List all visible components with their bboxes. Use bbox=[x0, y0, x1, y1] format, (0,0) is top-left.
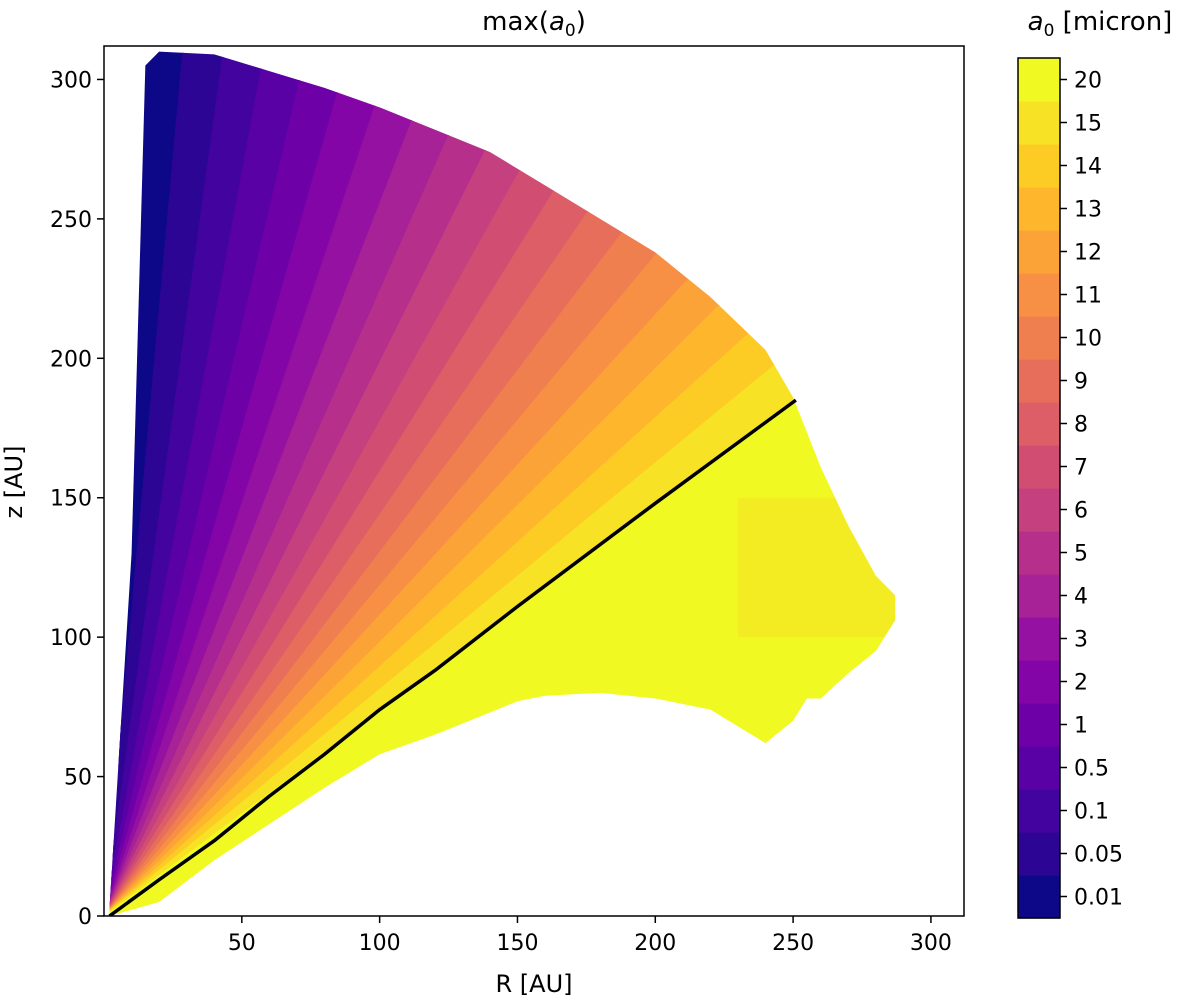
colorbar-tick-label-12: 12 bbox=[1074, 241, 1102, 266]
colorbar-tick-label-5: 5 bbox=[1074, 542, 1088, 567]
colorbar-frame bbox=[1017, 57, 1061, 919]
x-tick-label-50: 50 bbox=[228, 931, 256, 956]
y-tick-label-200: 200 bbox=[50, 347, 92, 372]
colorbar-tick-label-1: 1 bbox=[1074, 714, 1088, 739]
x-axis-label: R [AU] bbox=[495, 970, 572, 998]
x-tick-label-250: 250 bbox=[772, 931, 814, 956]
x-tick-label-150: 150 bbox=[496, 931, 538, 956]
colorbar-swatch-0.1 bbox=[1018, 789, 1060, 833]
colorbar-swatch-14 bbox=[1018, 144, 1060, 188]
colorbar-label-sub: 0 bbox=[1044, 21, 1055, 41]
colorbar-tick-label-10: 10 bbox=[1074, 327, 1102, 352]
colorbar-swatch-13 bbox=[1018, 187, 1060, 231]
y-tick-label-250: 250 bbox=[50, 208, 92, 233]
y-axis-label: z [AU] bbox=[0, 446, 28, 519]
colorbar-swatch-9 bbox=[1018, 359, 1060, 403]
colorbar-label-var: a bbox=[1028, 7, 1044, 37]
y-tick-label-0: 0 bbox=[78, 905, 92, 930]
chart-title: max(a0) bbox=[482, 7, 586, 41]
x-axis: 50 100 150 200 250 300 bbox=[228, 916, 952, 956]
colorbar-swatch-0.05 bbox=[1018, 832, 1060, 876]
colorbar-tick-label-6: 6 bbox=[1074, 499, 1088, 524]
colorbar-tick-label-0.05: 0.05 bbox=[1074, 843, 1123, 868]
colorbar-swatch-10 bbox=[1018, 316, 1060, 360]
colorbar-tick-label-8: 8 bbox=[1074, 413, 1088, 438]
colorbar-swatch-8 bbox=[1018, 402, 1060, 446]
y-tick-label-50: 50 bbox=[64, 766, 92, 791]
chart-title-close: ) bbox=[576, 7, 586, 37]
colorbar-swatch-12 bbox=[1018, 230, 1060, 274]
colorbar-label-unit: [micron] bbox=[1054, 7, 1172, 37]
y-tick-label-300: 300 bbox=[50, 68, 92, 93]
x-tick-label-200: 200 bbox=[634, 931, 676, 956]
colorbar-swatch-0.5 bbox=[1018, 746, 1060, 790]
colorbar-tick-label-15: 15 bbox=[1074, 112, 1102, 137]
colorbar-tick-label-2: 2 bbox=[1074, 671, 1088, 696]
y-tick-label-150: 150 bbox=[50, 487, 92, 512]
colorbar-tick-label-14: 14 bbox=[1074, 155, 1102, 180]
colorbar-tick-label-4: 4 bbox=[1074, 585, 1088, 610]
colorbar-tick-label-9: 9 bbox=[1074, 370, 1088, 395]
colorbar-label: a0 [micron] bbox=[1028, 7, 1173, 41]
x-tick-label-300: 300 bbox=[910, 931, 952, 956]
colorbar-swatch-6 bbox=[1018, 488, 1060, 532]
colorbar-tick-label-13: 13 bbox=[1074, 198, 1102, 223]
colorbar-swatch-4 bbox=[1018, 574, 1060, 618]
colorbar-tick-label-20: 20 bbox=[1074, 69, 1102, 94]
heatmap-tail-region bbox=[737, 497, 896, 638]
colorbar-tick-label-0.01: 0.01 bbox=[1074, 886, 1123, 911]
colorbar-tick-label-0.1: 0.1 bbox=[1074, 800, 1109, 825]
colorbar-swatch-5 bbox=[1018, 531, 1060, 575]
colorbar-tick-label-11: 11 bbox=[1074, 284, 1102, 309]
y-tick-label-100: 100 bbox=[50, 626, 92, 651]
plot-frame bbox=[103, 45, 965, 917]
colorbar-swatch-3 bbox=[1018, 617, 1060, 661]
series-line bbox=[108, 398, 797, 916]
colorbar-swatch-2 bbox=[1018, 660, 1060, 704]
colorbar-swatch-15 bbox=[1018, 101, 1060, 145]
colorbar-swatch-0.01 bbox=[1018, 875, 1060, 919]
x-tick-label-100: 100 bbox=[359, 931, 401, 956]
chart-title-base: max( bbox=[482, 7, 549, 37]
colorbar-swatch-11 bbox=[1018, 273, 1060, 317]
colorbar-swatch-1 bbox=[1018, 703, 1060, 747]
chart-title-sub: 0 bbox=[565, 21, 576, 41]
colorbar-swatch-20 bbox=[1018, 58, 1060, 102]
colorbar-swatch-7 bbox=[1018, 445, 1060, 489]
colorbar-tick-label-0.5: 0.5 bbox=[1074, 757, 1109, 782]
colorbar-tick-label-3: 3 bbox=[1074, 628, 1088, 653]
chart-title-var: a bbox=[549, 7, 565, 37]
y-axis: 0 50 100 150 200 250 300 bbox=[50, 68, 104, 930]
colorbar-tick-label-7: 7 bbox=[1074, 456, 1088, 481]
